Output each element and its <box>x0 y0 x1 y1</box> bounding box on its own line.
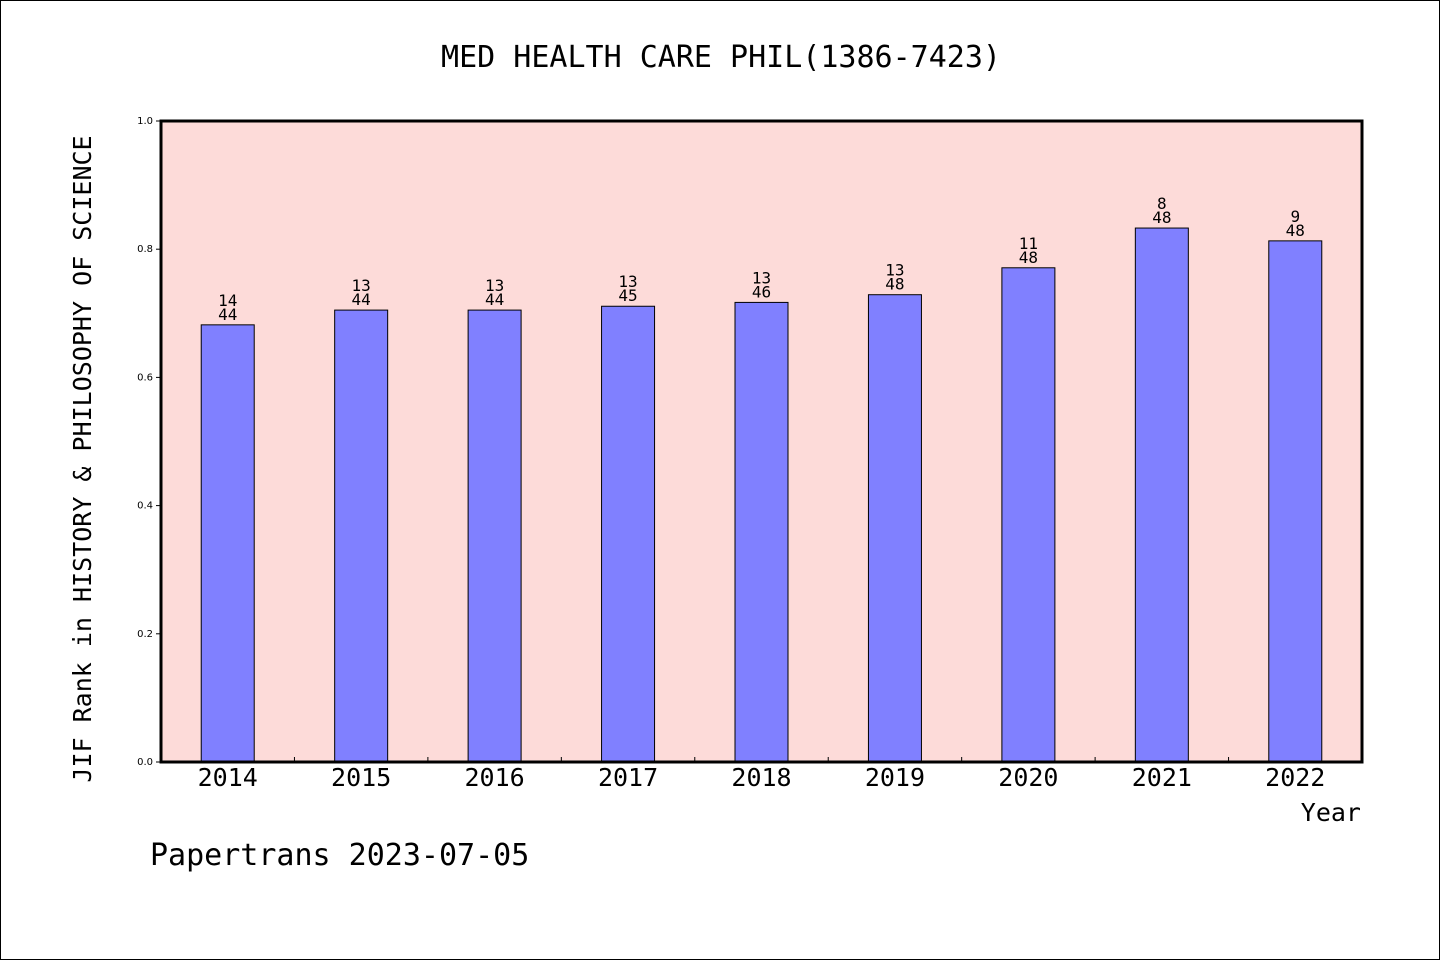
x-tick-label-2022: 2022 <box>1265 763 1325 792</box>
rank-label-2016: 13 <box>485 276 504 295</box>
total-label-2022: 48 <box>1286 221 1305 240</box>
rank-label-2022: 9 <box>1290 207 1300 226</box>
bars-group <box>200 227 1323 763</box>
x-tick-label-2021: 2021 <box>1132 763 1192 792</box>
x-tick-label-2015: 2015 <box>331 763 391 792</box>
y-axis-label: JIF Rank in HISTORY & PHILOSOPHY OF SCIE… <box>68 135 97 782</box>
total-label-2014: 44 <box>218 305 237 324</box>
total-label-2016: 44 <box>485 290 504 309</box>
rank-label-2018: 13 <box>752 268 771 287</box>
y-tick-label-0.2: 0.2 <box>137 629 153 640</box>
bar-2016 <box>467 309 522 763</box>
y-tick-label-1.0: 1.0 <box>137 116 153 127</box>
y-tick-label-0.6: 0.6 <box>137 372 153 383</box>
plot-frame <box>159 119 1364 764</box>
y-tick-label-0.4: 0.4 <box>137 501 153 512</box>
bar-2018 <box>734 301 789 763</box>
bar-2014 <box>200 324 255 763</box>
rank-label-2021: 8 <box>1157 194 1167 213</box>
total-label-2015: 44 <box>352 290 371 309</box>
bar-2015 <box>334 309 389 763</box>
x-axis-label: Year <box>1301 798 1361 827</box>
x-tick-label-2019: 2019 <box>865 763 925 792</box>
total-label-2019: 48 <box>885 275 904 294</box>
x-axis: 2014 2015 2016 2017 2018 2019 2020 2021 2022 <box>198 757 1325 792</box>
x-tick-label-2020: 2020 <box>998 763 1058 792</box>
rank-label-2020: 11 <box>1019 234 1038 253</box>
bar-2022 <box>1268 240 1323 763</box>
chart-title: MED HEALTH CARE PHIL(1386-7423) <box>441 40 1001 75</box>
bar-2021 <box>1134 227 1189 763</box>
x-tick-label-2018: 2018 <box>731 763 791 792</box>
total-label-2018: 46 <box>752 282 771 301</box>
x-tick-label-2014: 2014 <box>198 763 258 792</box>
total-label-2017: 45 <box>618 286 637 305</box>
rank-label-2015: 13 <box>352 276 371 295</box>
y-axis: 0.0 0.2 0.4 0.6 0.8 1.0 <box>137 116 161 768</box>
x-tick-label-2016: 2016 <box>465 763 525 792</box>
y-tick-label-0.8: 0.8 <box>137 244 153 255</box>
y-tick-label-0.0: 0.0 <box>137 757 153 768</box>
x-tick-label-2017: 2017 <box>598 763 658 792</box>
bar-2019 <box>867 294 922 763</box>
rank-label-2017: 13 <box>618 272 637 291</box>
total-label-2021: 48 <box>1152 208 1171 227</box>
rank-label-2014: 14 <box>218 291 237 310</box>
bar-2017 <box>601 305 656 763</box>
bar-2020 <box>1001 267 1056 763</box>
rank-label-2019: 13 <box>885 261 904 280</box>
total-label-2020: 48 <box>1019 248 1038 267</box>
footer-text: Papertrans 2023-07-05 <box>150 838 529 873</box>
